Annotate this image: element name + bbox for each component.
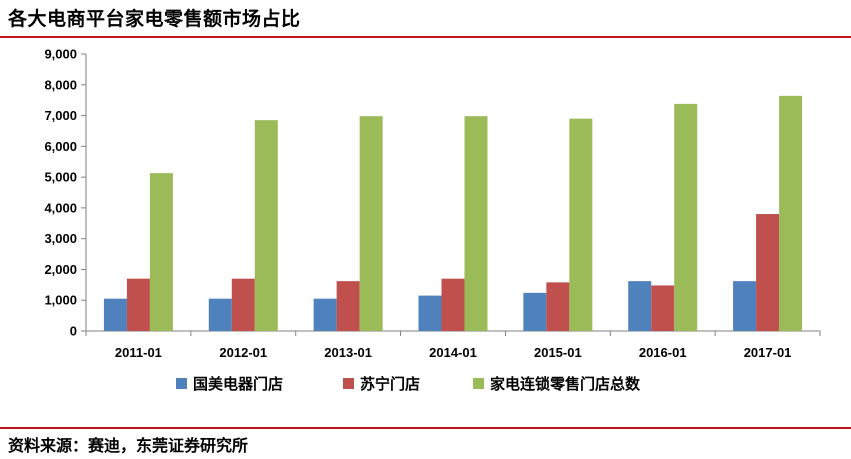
bar	[313, 298, 337, 331]
bar	[464, 116, 488, 331]
y-tick-label: 0	[70, 324, 77, 339]
legend-swatch	[176, 378, 187, 389]
bar	[418, 295, 442, 331]
y-tick-label: 9,000	[44, 47, 77, 62]
bar	[149, 173, 173, 331]
bar	[441, 278, 465, 331]
bar	[546, 282, 570, 331]
x-axis: 2011-01 2012-01 2013-01 2014-01 2015-01 2016-…	[85, 330, 821, 360]
y-tick-label: 5,000	[44, 170, 77, 185]
bar	[126, 278, 150, 331]
y-tick-label: 6,000	[44, 139, 77, 154]
bar	[651, 285, 675, 331]
y-tick-label: 8,000	[44, 77, 77, 92]
bar	[208, 298, 232, 331]
source-note: 资料来源：赛迪，东莞证券研究所	[8, 436, 249, 455]
y-tick-label: 2,000	[44, 262, 77, 277]
bar	[103, 298, 127, 331]
x-tick-label: 2012-01	[219, 345, 267, 360]
bar	[359, 116, 383, 331]
bar	[336, 281, 360, 331]
legend-label: 国美电器门店	[193, 375, 283, 393]
legend-swatch	[343, 378, 354, 389]
x-tick-label: 2011-01	[115, 345, 162, 360]
x-tick-label: 2017-01	[744, 345, 792, 360]
title-divider	[0, 36, 851, 38]
y-tick-label: 3,000	[44, 231, 77, 246]
y-tick-label: 1,000	[44, 293, 77, 308]
legend-label: 苏宁门店	[360, 375, 420, 393]
legend-swatch	[473, 378, 484, 389]
x-tick-label: 2013-01	[324, 345, 372, 360]
bar	[733, 281, 757, 331]
x-tick-label: 2016-01	[639, 345, 687, 360]
x-tick-label: 2014-01	[429, 345, 477, 360]
bar	[674, 103, 698, 331]
bar	[779, 95, 803, 331]
y-axis: 0 1,000 2,000 3,000 4,000 5,000 6,000 7,000 8,00…	[44, 47, 87, 339]
x-tick-label: 2015-01	[534, 345, 582, 360]
bars	[103, 95, 803, 331]
bar-chart: 0 1,000 2,000 3,000 4,000 5,000 6,000 7,000 8,00…	[44, 47, 821, 393]
legend: 国美电器门店 苏宁门店 家电连锁零售门店总数	[176, 375, 641, 393]
bar	[569, 118, 593, 331]
bar	[231, 278, 255, 331]
y-tick-label: 4,000	[44, 200, 77, 215]
legend-label: 家电连锁零售门店总数	[490, 375, 641, 393]
chart-title: 各大电商平台家电零售额市场占比	[8, 8, 301, 30]
y-tick-label: 7,000	[44, 108, 77, 123]
bar	[628, 281, 652, 331]
bar	[756, 214, 780, 331]
source-divider	[0, 427, 851, 429]
bar	[523, 292, 547, 331]
bar	[254, 120, 278, 331]
